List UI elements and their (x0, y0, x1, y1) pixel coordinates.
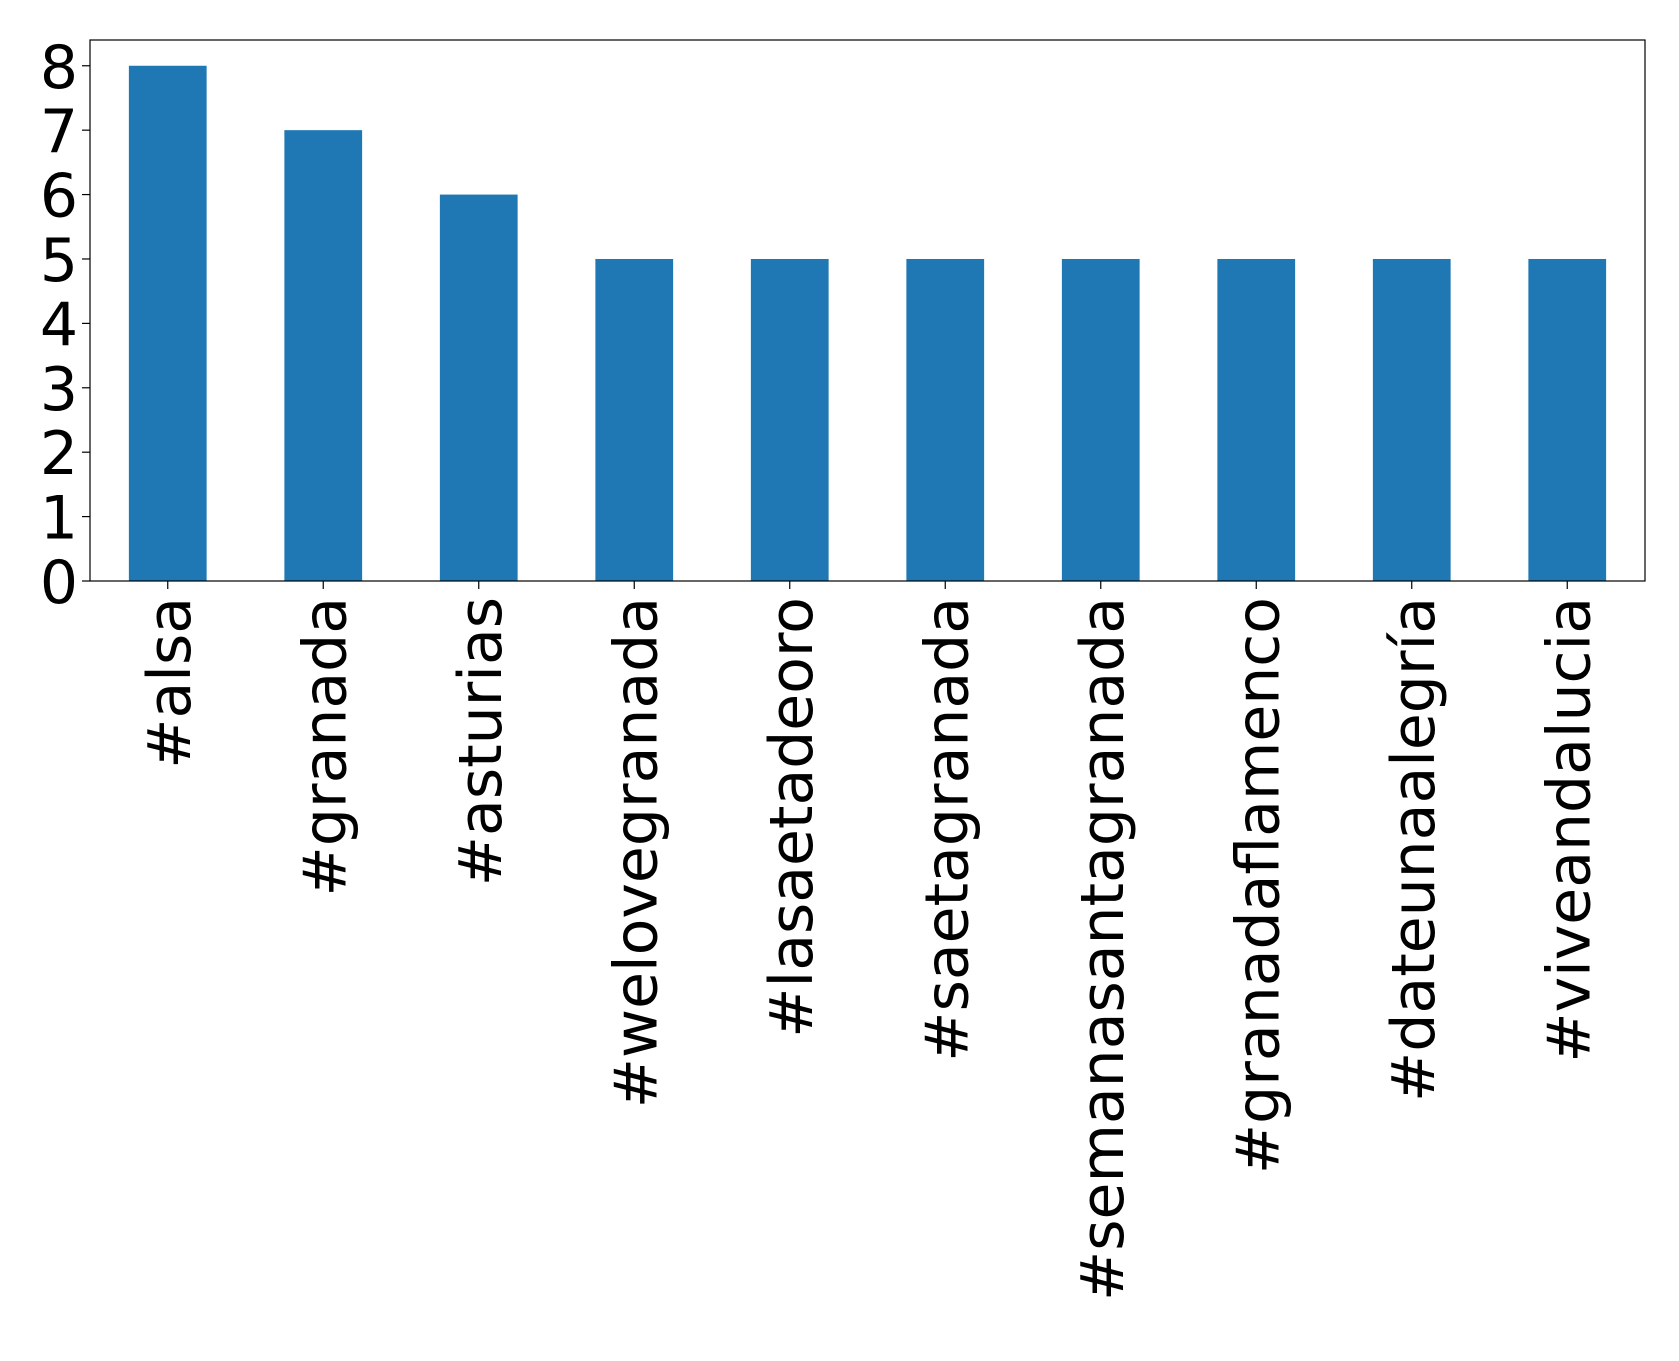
bar (595, 258, 674, 581)
x-tick-label: #alsa (135, 597, 205, 769)
plot-frame (89, 39, 1646, 582)
y-tick-label: 6 (40, 162, 78, 232)
bar (750, 258, 829, 581)
bar (439, 194, 518, 582)
x-tick-label: #lasaetadeoro (757, 597, 827, 1038)
bar (1217, 258, 1296, 581)
y-tick-label: 3 (40, 355, 78, 425)
y-tick-label: 1 (40, 484, 78, 554)
y-tick-label: 5 (40, 226, 78, 296)
x-tick-label: #granada (290, 597, 360, 896)
bar (906, 258, 985, 581)
x-tick-label: #viveandalucia (1534, 597, 1604, 1063)
bar (1061, 258, 1140, 581)
x-tick-label: #asturias (446, 597, 516, 886)
x-tick-label: #dateunaalegría (1379, 597, 1449, 1102)
bar (1528, 258, 1607, 581)
x-tick-label: #granadaflamenco (1223, 597, 1293, 1174)
y-tick-label: 2 (40, 419, 78, 489)
bar (1372, 258, 1451, 581)
y-tick-label: 8 (40, 33, 78, 103)
y-tick-label: 7 (40, 97, 78, 167)
bar (128, 65, 207, 581)
bar (284, 130, 363, 581)
y-tick-label: 4 (40, 290, 78, 360)
y-tick-label: 0 (40, 548, 78, 618)
x-tick-label: #welovegranada (601, 597, 671, 1108)
x-tick-label: #semanasantagranada (1068, 597, 1138, 1301)
x-tick-label: #saetagranada (912, 597, 982, 1062)
